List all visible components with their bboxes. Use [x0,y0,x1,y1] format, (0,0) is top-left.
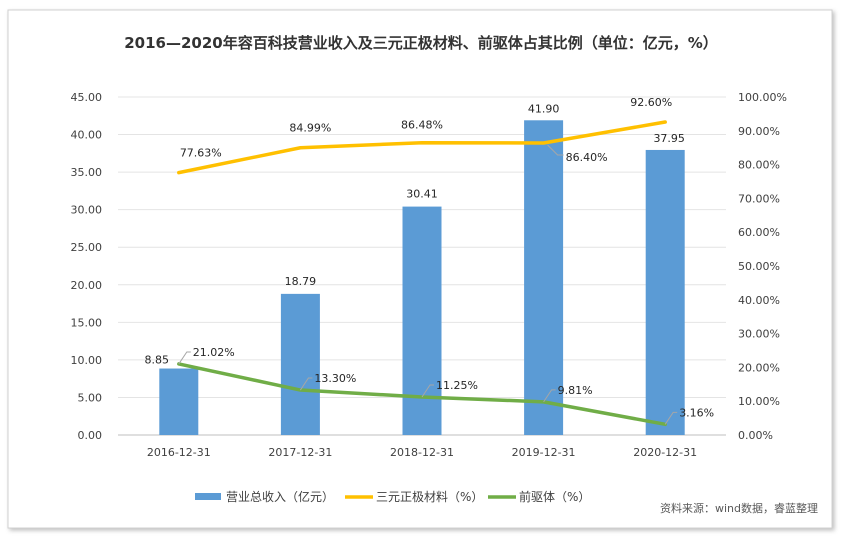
right-tick-label: 0.00% [738,429,773,442]
legend-label: 前驱体（%） [519,489,590,504]
legend-label: 三元正极材料（%） [376,490,483,504]
revenue-bar-label: 41.90 [528,102,560,115]
left-tick-label: 35.00 [71,166,103,179]
left-tick-label: 10.00 [71,354,103,367]
leader-line [664,411,678,425]
right-tick-label: 70.00% [738,192,780,205]
cathode-share-label: 77.63% [180,147,222,160]
cathode-share-label: 92.60% [630,96,672,109]
right-tick-label: 30.00% [738,328,780,341]
revenue-bar [402,206,442,435]
x-tick-label: 2018-12-31 [390,446,454,459]
leader-line [543,389,556,403]
right-tick-label: 10.00% [738,395,780,408]
precursor-share-label: 11.25% [436,379,478,392]
left-axis-ticks: 0.00 5.00 10.00 15.00 20.00 25.00 30.00 35.00 40… [71,91,103,442]
left-tick-label: 15.00 [71,316,103,329]
legend-swatch-bar [195,493,221,500]
leader-line [178,351,191,365]
revenue-bar [280,293,320,435]
revenue-bar-label: 8.85 [145,354,170,367]
right-tick-label: 90.00% [738,125,780,138]
cathode-share-line [177,120,667,175]
left-tick-label: 0.00 [78,429,103,442]
leader-line [547,144,564,156]
source-note: 资料来源：wind数据，睿蓝整理 [660,501,818,515]
revenue-bar [524,120,564,435]
legend-label: 营业总收入（亿元） [226,489,334,504]
right-tick-label: 20.00% [738,361,780,374]
left-tick-label: 20.00 [71,279,103,292]
right-tick-label: 100.00% [738,91,787,104]
right-tick-label: 60.00% [738,226,780,239]
chart-title: 2016—2020年容百科技营业收入及三元正极材料、前驱体占其比例（单位：亿元，… [124,34,718,52]
cathode-share-label: 86.40% [566,151,608,164]
cathode-share-label: 86.48% [401,119,443,132]
right-axis-ticks: 0.00% 10.00% 20.00% 30.00% 40.00% 50.00% 60.00… [738,91,787,442]
revenue-bar-label: 37.95 [653,132,685,145]
precursor-share-label: 13.30% [314,372,356,385]
data-labels: 8.85 18.79 30.41 41.90 37.95 77.63% 84.99% 86.4… [145,96,714,425]
x-axis-ticks: 2016-12-31 2017-12-31 2018-12-31 2019-12-31… [147,446,697,459]
revenue-bar-label: 30.41 [406,188,438,201]
left-tick-label: 45.00 [71,91,103,104]
x-tick-label: 2016-12-31 [147,446,211,459]
left-tick-label: 5.00 [78,391,103,404]
cathode-share-label: 84.99% [289,122,331,135]
grid-lines [118,96,726,436]
precursor-share-label: 3.16% [679,406,714,419]
x-tick-label: 2017-12-31 [268,446,332,459]
x-tick-label: 2020-12-31 [633,446,697,459]
leader-line [421,384,434,398]
left-tick-label: 30.00 [71,204,103,217]
left-tick-label: 40.00 [71,129,103,142]
right-tick-label: 50.00% [738,260,780,273]
legend: 营业总收入（亿元） 三元正极材料（%） 前驱体（%） [195,489,590,504]
revenue-bar [159,368,199,435]
revenue-bar-label: 18.79 [285,275,317,288]
right-tick-label: 40.00% [738,294,780,307]
precursor-share-label: 21.02% [193,346,235,359]
leader-line [299,377,313,391]
precursor-share-label: 9.81% [558,384,593,397]
x-tick-label: 2019-12-31 [512,446,576,459]
revenue-bar [645,149,685,435]
left-tick-label: 25.00 [71,241,103,254]
right-tick-label: 80.00% [738,159,780,172]
